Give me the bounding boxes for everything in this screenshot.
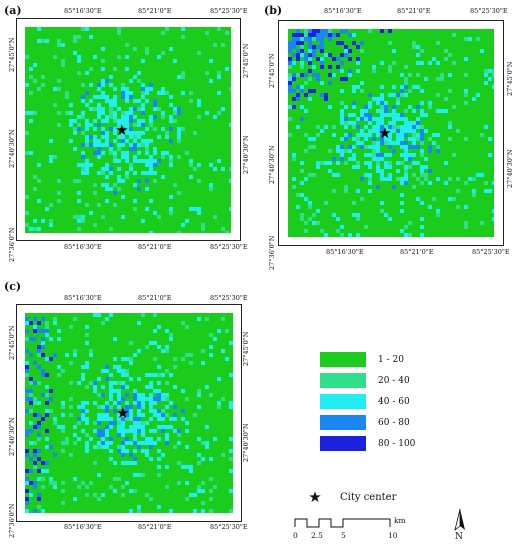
bottom-tick-a-1: 85°16'30"E	[64, 243, 102, 251]
north-arrow: N	[450, 508, 470, 546]
raster-map-b: ★	[288, 29, 494, 237]
bottom-tick-c-1: 85°16'30"E	[64, 523, 102, 531]
scale-unit: km	[394, 516, 406, 525]
map-frame-c: ★	[16, 304, 242, 522]
legend-label: 80 - 100	[378, 438, 416, 449]
top-tick-a-3: 85°25'30"E	[210, 7, 248, 15]
left-tick-b-1: 27°45'0"N	[268, 53, 276, 88]
legend-city-center: ★ City center	[300, 488, 396, 506]
right-tick-c-1: 27°45'0"N	[242, 331, 250, 366]
raster-map-c: ★	[25, 313, 233, 513]
right-tick-b-1: 27°45'0"N	[506, 61, 514, 96]
city-center-star-icon: ★	[116, 404, 129, 422]
scale-tick-5: 5	[341, 531, 346, 540]
bottom-tick-c-2: 85°21'0"E	[138, 523, 172, 531]
city-center-star-icon: ★	[378, 124, 391, 142]
north-label: N	[455, 532, 463, 542]
scale-bar-graphic	[294, 518, 391, 528]
map-frame-b: ★	[278, 20, 504, 246]
left-tick-c-2: 27°40'30"N	[8, 417, 16, 456]
legend-item-80-100: 80 - 100	[320, 436, 415, 451]
left-tick-a-2: 27°40'30"N	[8, 129, 16, 168]
legend-label: 40 - 60	[378, 396, 410, 407]
top-tick-c-3: 85°25'30"E	[210, 294, 248, 302]
left-tick-b-2: 27°40'30"N	[268, 145, 276, 184]
map-frame-a: ★	[16, 18, 241, 241]
legend-label: 60 - 80	[378, 417, 410, 428]
raster-map-a: ★	[25, 27, 231, 233]
legend-swatch	[320, 352, 366, 367]
bottom-tick-a-3: 85°25'30"E	[210, 243, 248, 251]
legend-item-40-60: 40 - 60	[320, 394, 410, 409]
legend-label: 20 - 40	[378, 375, 410, 386]
top-tick-b-2: 85°21'0"E	[397, 7, 431, 15]
panel-label-a: (a)	[4, 4, 22, 17]
left-tick-a-1: 27°45'0"N	[8, 37, 16, 72]
city-center-star-icon: ★	[115, 121, 128, 139]
legend-swatch	[320, 373, 366, 388]
left-tick-a-3: 27°36'0"N	[8, 227, 16, 262]
top-tick-b-3: 85°25'30"E	[470, 7, 508, 15]
left-tick-c-3: 27°36'0"N	[8, 503, 16, 538]
bottom-tick-b-2: 85°21'0"E	[400, 248, 434, 256]
panel-label-b: (b)	[264, 4, 283, 17]
right-tick-b-2: 27°40'30"N	[506, 149, 514, 188]
panel-label-c: (c)	[4, 280, 22, 293]
left-tick-b-3: 27°36'0"N	[268, 235, 276, 270]
legend-swatch	[320, 394, 366, 409]
bottom-tick-c-3: 85°25'30"E	[210, 523, 248, 531]
scale-tick-2-5: 2.5	[311, 531, 323, 540]
right-tick-a-2: 27°40'30"N	[242, 135, 250, 174]
bottom-tick-b-3: 85°25'30"E	[472, 248, 510, 256]
north-arrow-icon	[454, 508, 465, 532]
legend-item-60-80: 60 - 80	[320, 415, 410, 430]
left-tick-c-1: 27°45'0"N	[8, 325, 16, 360]
legend-item-20-40: 20 - 40	[320, 373, 410, 388]
top-tick-a-2: 85°21'0"E	[138, 7, 172, 15]
legend-swatch	[320, 436, 366, 451]
star-icon: ★	[308, 488, 322, 506]
top-tick-b-1: 85°16'30"E	[324, 7, 362, 15]
top-tick-c-1: 85°16'30"E	[64, 294, 102, 302]
legend-item-1-20: 1 - 20	[320, 352, 404, 367]
top-tick-c-2: 85°21'0"E	[138, 294, 172, 302]
scale-tick-10: 10	[388, 531, 398, 540]
right-tick-a-1: 27°45'0"N	[242, 43, 250, 78]
legend-label: 1 - 20	[378, 354, 404, 365]
right-tick-c-2: 27°40'30"N	[242, 423, 250, 462]
scale-tick-0: 0	[293, 531, 298, 540]
legend-label: City center	[340, 491, 397, 503]
bottom-tick-b-1: 85°16'30"E	[326, 248, 364, 256]
bottom-tick-a-2: 85°21'0"E	[138, 243, 172, 251]
legend-swatch	[320, 415, 366, 430]
top-tick-a-1: 85°16'30"E	[64, 7, 102, 15]
